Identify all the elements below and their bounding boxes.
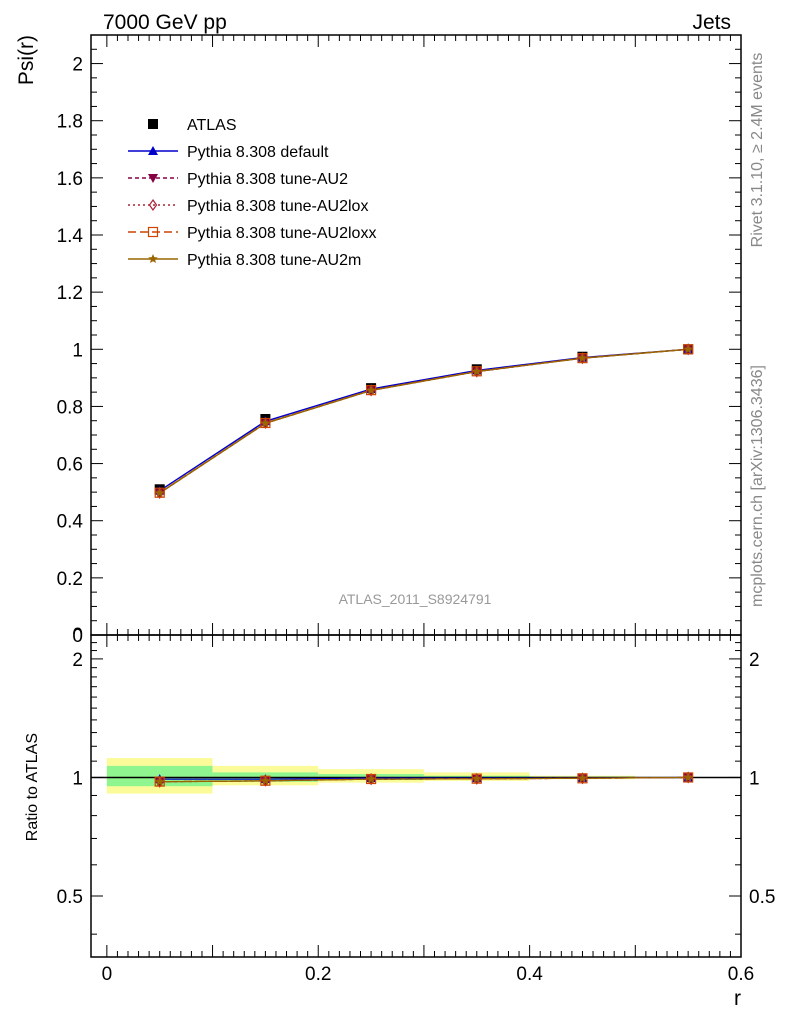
legend-marker-default (148, 146, 158, 155)
rivet-info: Rivet 3.1.10, ≥ 2.4M events (749, 53, 766, 248)
x-tick-label: 0.6 (728, 964, 754, 985)
line-tune-au2lox (159, 348, 689, 494)
line-tune-au2loxx (159, 348, 689, 494)
ratio-point-tune-au2m (366, 774, 376, 784)
tick-labels: 0 0.2 0.4 0.6 0.8 1 1.2 1.4 1.6 1.8 2 0.5 0.5 1 1 2 2 0 0.… (57, 55, 776, 985)
ratio-y-tick-label-right: 0.5 (749, 887, 775, 908)
point-tune-au2m (683, 344, 693, 354)
ratio-line-tune-au2m (159, 776, 689, 783)
x-tick-label: 0.2 (305, 964, 331, 985)
point-tune-au2m (366, 385, 376, 395)
axis-ticks (91, 34, 742, 957)
ratio-y-tick-label-right: 2 (749, 650, 760, 671)
main-y-tick-label: 1 (72, 340, 83, 361)
ratio-point-tune-au2m (683, 772, 693, 782)
legend-marker-atlas (148, 119, 158, 129)
ratio-point-tune-au2m (154, 776, 165, 786)
ratio-y-tick-label-right: 1 (749, 768, 760, 789)
ratio-y-tick-label: 1 (72, 768, 83, 789)
x-tick-label: 0.4 (516, 964, 543, 985)
point-tune-au2m (472, 366, 482, 376)
main-y-tick-label: 0.6 (57, 455, 83, 476)
legend-marker-tune-au2 (148, 174, 158, 183)
point-tune-au2m (154, 488, 165, 498)
main-y-tick-label: 1.6 (57, 169, 83, 190)
legend-label-tune-au2loxx: Pythia 8.308 tune-AU2loxx (187, 225, 376, 242)
legend-label-default: Pythia 8.308 default (187, 144, 329, 161)
main-y-tick-label: 0 (72, 626, 83, 647)
line-default (159, 348, 689, 492)
ratio-uncertainty-bands (106, 758, 741, 794)
y-axis-label-ratio: Ratio to ATLAS (24, 733, 41, 841)
main-y-tick-label: 0.2 (57, 569, 83, 590)
ratio-point-tune-au2m (260, 775, 271, 785)
watermark: ATLAS_2011_S8924791 (339, 591, 492, 607)
header-left: 7000 GeV pp (103, 11, 227, 34)
point-tune-au2m (260, 418, 271, 428)
ratio-series (91, 771, 741, 788)
legend-marker-tune-au2m (148, 254, 158, 264)
header-right: Jets (692, 11, 731, 34)
legend-marker-tune-au2loxx (147, 226, 159, 238)
source-info: mcplots.cern.ch [arXiv:1306.3436] (749, 365, 766, 607)
main-y-tick-label: 0.8 (57, 397, 83, 418)
main-y-tick-label: 1.4 (57, 226, 84, 247)
point-tune-au2m (577, 353, 588, 363)
main-y-tick-label: 1.8 (57, 112, 83, 133)
legend-label-tune-au2lox: Pythia 8.308 tune-AU2lox (187, 198, 368, 215)
ratio-plot-frame (90, 634, 742, 958)
main-y-tick-label: 2 (72, 55, 83, 76)
ratio-y-tick-label: 2 (72, 650, 83, 671)
legend-label-tune-au2m: Pythia 8.308 tune-AU2m (187, 252, 361, 269)
legend-marker-tune-au2lox (148, 198, 158, 212)
legend: ATLAS Pythia 8.308 default Pythia 8.308 tu… (128, 117, 376, 269)
main-series (154, 343, 694, 500)
legend-label-atlas: ATLAS (187, 117, 237, 134)
ratio-y-tick-label: 0.5 (57, 887, 83, 908)
legend-label-tune-au2: Pythia 8.308 tune-AU2 (187, 171, 348, 188)
x-tick-label: 0 (102, 964, 113, 985)
x-axis-label: r (734, 987, 741, 1010)
line-tune-au2 (159, 348, 689, 494)
main-y-tick-label: 1.2 (57, 283, 83, 304)
main-y-tick-label: 0.4 (57, 512, 84, 533)
ratio-point-tune-au2m (472, 773, 482, 783)
line-tune-au2m (159, 348, 689, 494)
y-axis-label-main: Psi(r) (15, 35, 38, 85)
ratio-point-tune-au2m (577, 773, 588, 783)
